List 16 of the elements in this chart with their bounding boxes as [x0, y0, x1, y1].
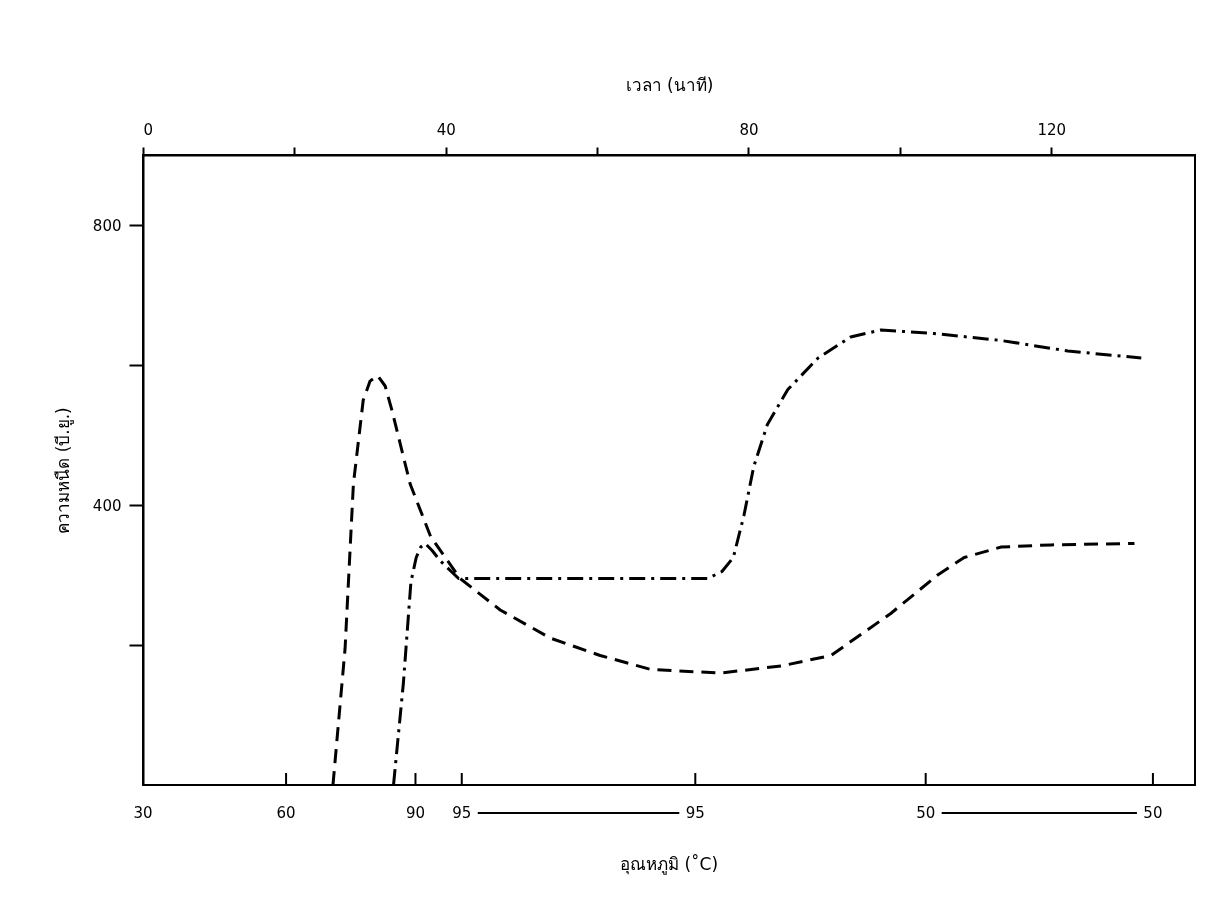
x-tick-label: 120: [1037, 120, 1067, 139]
text: 50: [1143, 804, 1163, 822]
x-tick-label: 40: [436, 120, 456, 139]
text: 90: [405, 804, 426, 822]
x-tick-label: 80: [739, 120, 759, 139]
text: 30: [133, 804, 153, 822]
y-tick-label: 400: [92, 496, 122, 515]
text: 95: [685, 804, 705, 822]
text: อุณหภูมิ (˚C): [619, 854, 719, 875]
text: 95: [452, 804, 472, 822]
text: 60: [276, 804, 296, 822]
y-axis-title: ความหนืด (บี.ยู.): [52, 407, 74, 534]
x-tick-label: 0: [143, 120, 154, 139]
text: 50: [916, 804, 936, 822]
x-axis-title: เวลา (นาที): [625, 74, 714, 95]
y-tick-label: 800: [92, 216, 122, 235]
